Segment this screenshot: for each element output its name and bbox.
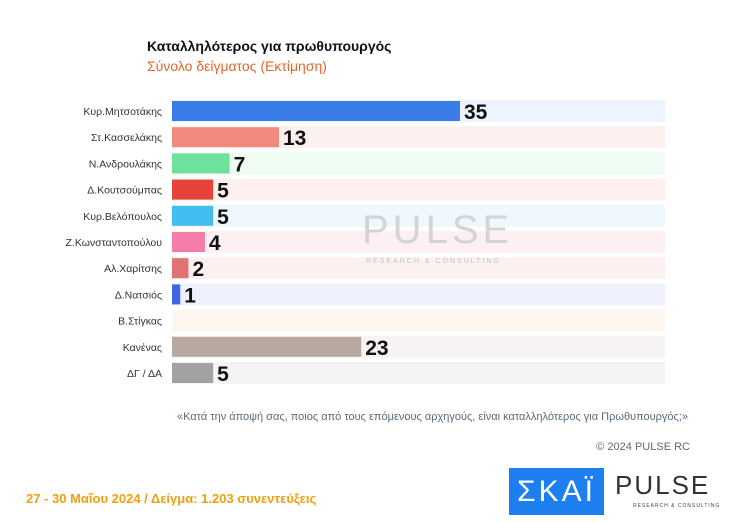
- row-background: [172, 257, 665, 280]
- data-label: 35: [464, 101, 488, 124]
- category-label: Δ.Νατσιός: [115, 289, 162, 301]
- chart-title: Καταλληλότερος για πρωθυπουργός: [147, 38, 392, 54]
- category-label: Κανένας: [123, 342, 162, 354]
- bar: [172, 101, 460, 121]
- category-label: Στ.Κασσελάκης: [91, 132, 162, 144]
- bar: [172, 153, 230, 174]
- data-label: 7: [234, 153, 246, 176]
- category-label: Ν.Ανδρουλάκης: [89, 158, 162, 170]
- row-background: [172, 309, 665, 332]
- row-background: [172, 362, 665, 384]
- bar: [172, 127, 279, 148]
- data-label: 5: [217, 363, 229, 386]
- row-background: [172, 283, 665, 306]
- data-label: 5: [217, 206, 229, 229]
- category-label: Αλ.Χαρίτσης: [104, 263, 162, 275]
- bar: [172, 336, 362, 357]
- row-background: [172, 152, 665, 175]
- row-background: [172, 204, 665, 227]
- skai-logo: ΣΚΑΪ: [509, 468, 604, 515]
- copyright: © 2024 PULSE RC: [596, 441, 690, 453]
- category-label: Δ.Κουτσούμπας: [87, 185, 162, 197]
- row-background: [172, 178, 665, 201]
- data-label: 4: [209, 232, 221, 255]
- data-label: 1: [184, 284, 196, 307]
- survey-dates-sample: 27 - 30 Μαΐου 2024 / Δείγμα: 1.203 συνεν…: [26, 491, 317, 506]
- bar: [172, 284, 181, 305]
- chart-subtitle: Σύνολο δείγματος (Εκτίμηση): [147, 58, 327, 74]
- row-background: [172, 231, 665, 253]
- bar: [172, 232, 205, 252]
- category-label: Ζ.Κωνσταντοπούλου: [66, 237, 163, 249]
- category-label: Κυρ.Βελόπουλος: [83, 211, 162, 223]
- data-label: 5: [217, 180, 229, 203]
- bar: [172, 179, 214, 200]
- row-background: [172, 126, 665, 149]
- category-label: Β.Στίγκας: [118, 316, 162, 328]
- bar: [172, 205, 214, 226]
- pulse-logo: PULSE: [615, 470, 711, 500]
- category-label: Κυρ.Μητσοτάκης: [83, 106, 162, 118]
- bar: [172, 363, 214, 383]
- data-label: 2: [192, 258, 204, 281]
- pulse-logo-sub: RESEARCH & CONSULTING: [633, 503, 721, 509]
- data-label: 13: [283, 127, 306, 150]
- survey-question: «Κατά την άποψή σας, ποιος από τους επόμ…: [176, 411, 688, 423]
- bar: [172, 258, 189, 279]
- data-label: 23: [365, 337, 388, 360]
- category-label: ΔΓ / ΔΑ: [127, 368, 162, 380]
